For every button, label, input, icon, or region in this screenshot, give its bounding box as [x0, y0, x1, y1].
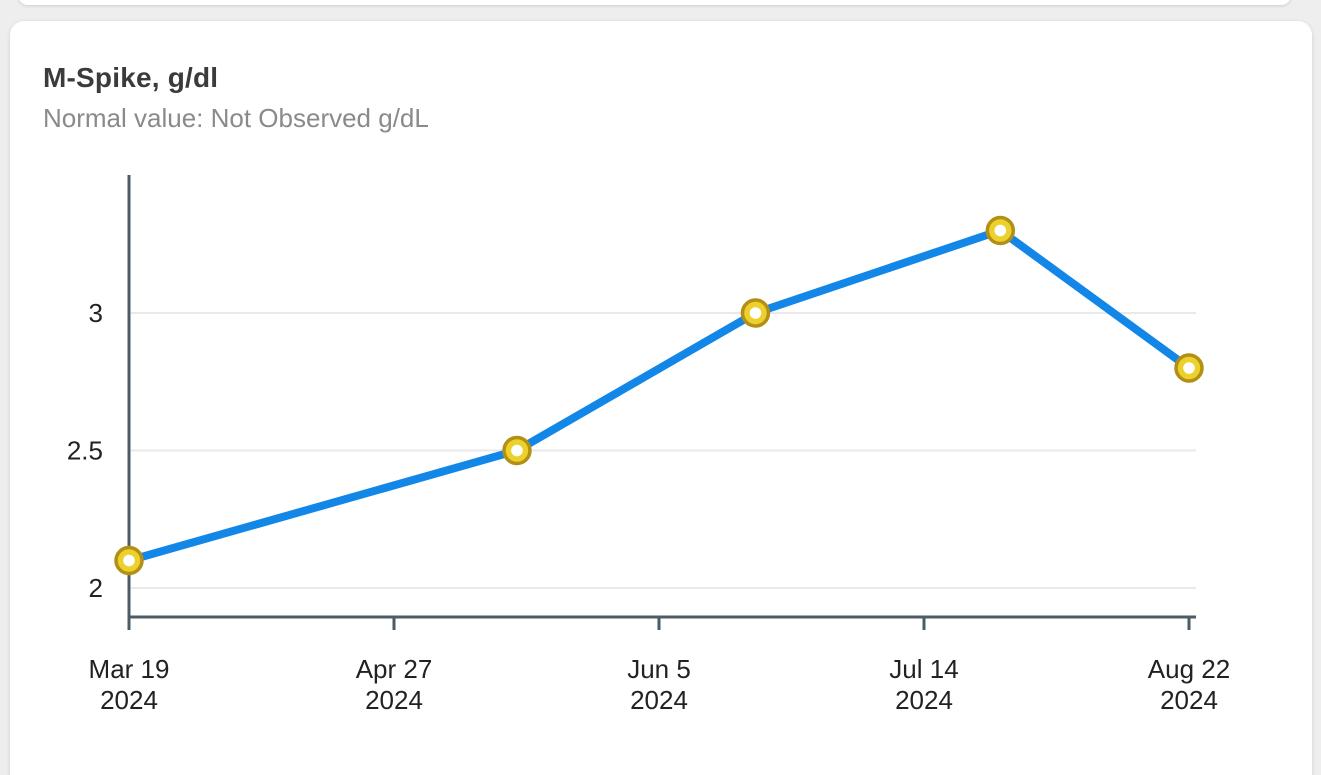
previous-card-edge — [18, 0, 1291, 5]
x-tick-label: Apr 27 2024 — [356, 654, 433, 715]
x-tick-label: Mar 19 2024 — [89, 654, 170, 715]
x-tick-label: Aug 22 2024 — [1148, 654, 1230, 715]
data-point-center — [749, 307, 762, 319]
data-point-center — [511, 444, 523, 457]
trend-line — [125, 226, 1193, 565]
x-tick-label: Jun 5 2024 — [627, 654, 691, 715]
data-point-center — [994, 224, 1007, 237]
mspike-card: M-Spike, g/dl Normal value: Not Observed… — [10, 21, 1312, 775]
y-tick-label: 2.5 — [67, 436, 103, 466]
chart-title: M-Spike, g/dl — [43, 62, 219, 93]
data-point-center — [123, 554, 135, 567]
y-tick-label: 2 — [89, 573, 103, 603]
chart-subtitle: Normal value: Not Observed g/dL — [43, 103, 429, 133]
y-tick-label: 3 — [89, 298, 103, 328]
data-point-center — [1183, 362, 1195, 374]
x-tick-label: Jul 14 2024 — [889, 654, 958, 715]
